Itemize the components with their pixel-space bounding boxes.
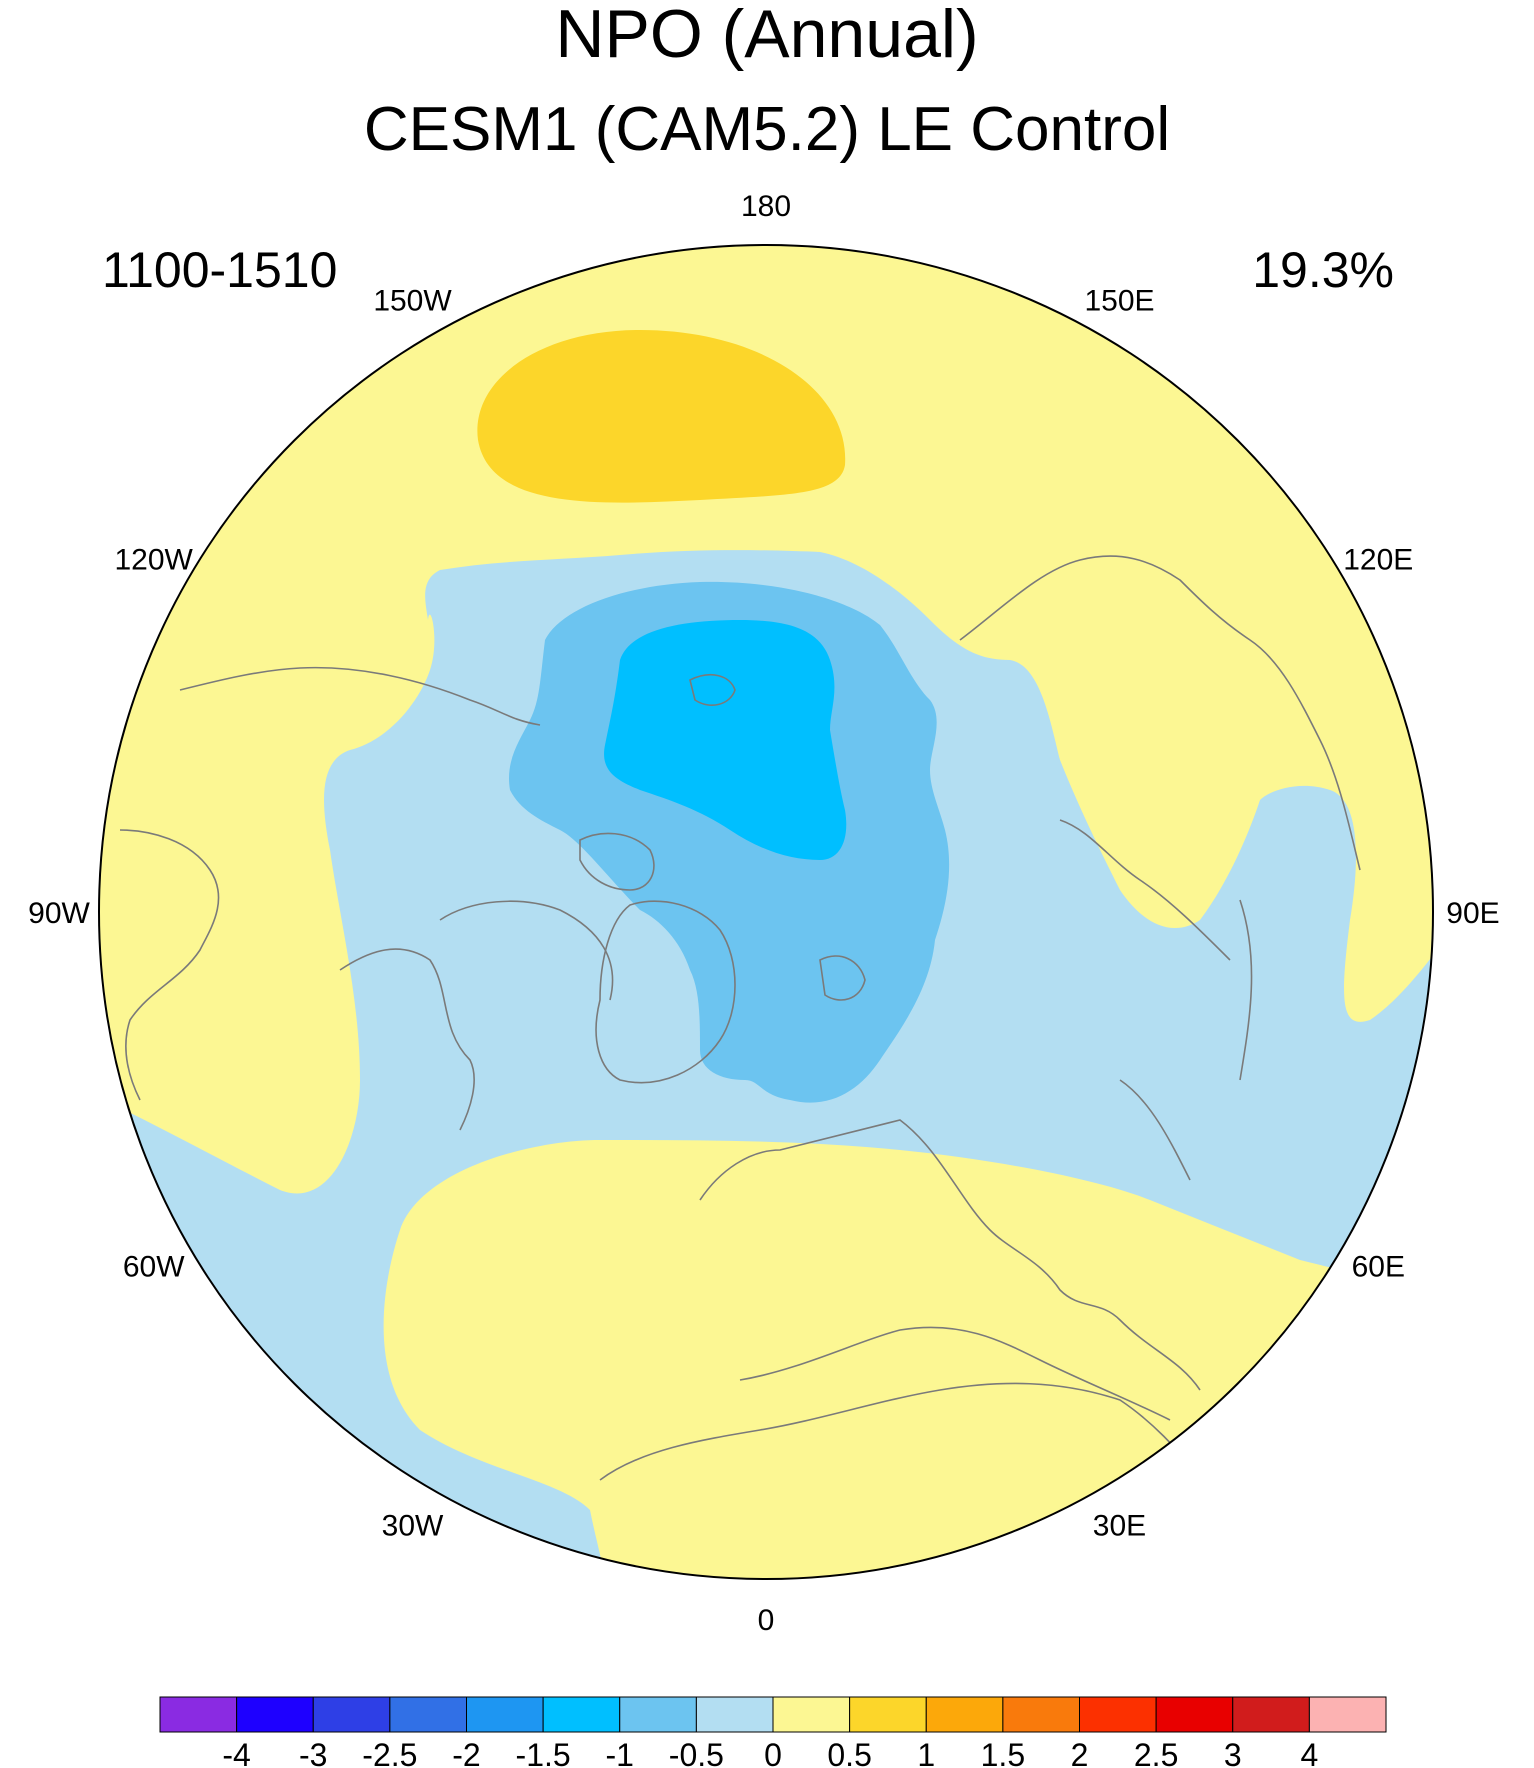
colorbar-tick-label: -2.5	[362, 1737, 417, 1768]
colorbar-tick-label: -1	[606, 1737, 634, 1768]
colorbar-tick-label: -1.5	[516, 1737, 571, 1768]
colorbar-swatch	[236, 1696, 314, 1733]
period-label: 1100-1510	[102, 242, 338, 298]
map-subtitle: CESM1 (CAM5.2) LE Control	[363, 95, 1171, 164]
colorbar-swatch	[389, 1696, 468, 1733]
colorbar-swatch	[1002, 1696, 1081, 1733]
positive-strong-region	[477, 330, 846, 503]
colorbar-swatch	[466, 1696, 544, 1733]
longitude-label: 0	[758, 1604, 775, 1637]
colorbar-swatch	[849, 1696, 927, 1733]
colorbar-tick-label: 4	[1300, 1737, 1318, 1768]
colorbar-swatch	[542, 1696, 621, 1733]
coastline-arctic-islands	[579, 674, 866, 1001]
longitude-labels: 180 150E 120E 90E 60E 30E 0 30W 60W 90W 120W 150W	[28, 190, 1500, 1637]
map-boundary	[98, 244, 1434, 1580]
colorbar-swatch	[1079, 1696, 1157, 1733]
colorbar-labels: -4 -3 -2.5 -2 -1.5 -1 -0.5 0 0.5 1 1.5 2 2.5 3 4	[222, 1737, 1318, 1768]
longitude-label: 60W	[123, 1251, 185, 1284]
negative-strong-region	[604, 620, 847, 860]
longitude-label: 90E	[1446, 897, 1499, 930]
longitude-label: 60E	[1352, 1251, 1405, 1284]
coastlines	[119, 555, 1361, 1481]
coastline-north-america	[119, 666, 614, 1131]
colorbar-tick-label: 0.5	[827, 1737, 871, 1768]
colorbar-swatch	[1232, 1696, 1310, 1733]
coastline-africa	[599, 1382, 1201, 1481]
colorbar-swatch	[619, 1696, 697, 1733]
colorbar-swatch	[772, 1696, 851, 1733]
longitude-label: 150W	[373, 285, 452, 318]
longitude-label: 120W	[115, 544, 194, 577]
coastline-greenland	[595, 900, 736, 1084]
longitude-label: 90W	[28, 897, 90, 930]
longitude-label: 30W	[382, 1509, 444, 1542]
colorbar-tick-label: 0	[764, 1737, 782, 1768]
colorbar-swatch	[1155, 1696, 1234, 1733]
colorbar-tick-label: 2	[1071, 1737, 1089, 1768]
colorbar-tick-label: -3	[299, 1737, 327, 1768]
colorbar-swatch	[312, 1696, 391, 1733]
coastline-europe	[699, 1119, 1201, 1421]
colorbar	[159, 1696, 1387, 1733]
colorbar-swatch	[925, 1696, 1004, 1733]
colorbar-tick-label: 3	[1224, 1737, 1242, 1768]
colorbar-tick-label: -0.5	[669, 1737, 724, 1768]
map-title: NPO (Annual)	[555, 0, 979, 72]
colorbar-tick-label: 2.5	[1134, 1737, 1178, 1768]
longitude-label: 120E	[1343, 544, 1413, 577]
colorbar-swatch	[695, 1696, 774, 1733]
colorbar-tick-label: -2	[452, 1737, 480, 1768]
coastline-asia	[959, 555, 1361, 1181]
variance-percent-label: 19.3%	[1252, 242, 1394, 298]
colorbar-swatch	[159, 1696, 238, 1733]
colorbar-tick-label: 1.5	[981, 1737, 1025, 1768]
colorbar-swatch	[1308, 1696, 1387, 1733]
longitude-label: 150E	[1084, 285, 1154, 318]
longitude-label: 180	[741, 190, 791, 223]
colorbar-tick-label: -4	[222, 1737, 250, 1768]
colorbar-tick-label: 1	[917, 1737, 935, 1768]
longitude-label: 30E	[1093, 1509, 1146, 1542]
